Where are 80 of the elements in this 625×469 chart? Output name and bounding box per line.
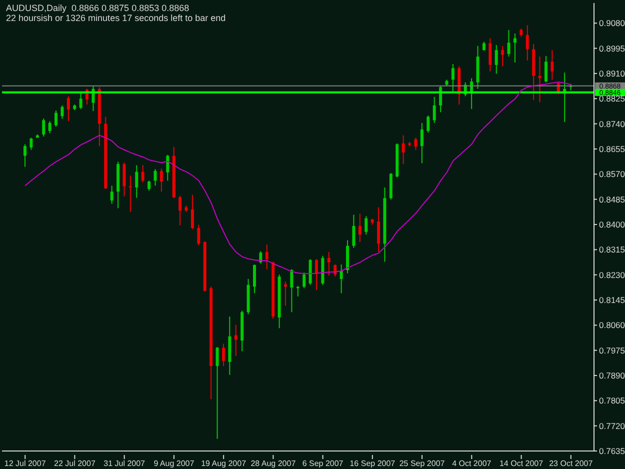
candlestick	[190, 194, 194, 230]
y-tick-label: 0.7975	[599, 345, 625, 356]
candlestick	[135, 164, 138, 198]
x-tick-label: 28 Aug 2007	[250, 459, 296, 468]
candlestick	[216, 346, 219, 440]
y-tick-label: 0.7805	[599, 396, 625, 406]
candlestick	[315, 258, 318, 290]
x-tick-label: 16 Sep 2007	[350, 459, 396, 468]
x-tick-label: 19 Aug 2007	[201, 459, 247, 468]
candlestick	[308, 258, 312, 286]
candlestick	[501, 45, 504, 67]
candlestick	[290, 268, 294, 313]
candlestick	[420, 122, 424, 164]
candlestick	[110, 185, 114, 204]
x-tick-label: 25 Sep 2007	[399, 459, 446, 468]
text: 22 hoursish or 1326 minutes 17 seconds left to bar end	[6, 13, 226, 23]
x-tick-label: 12 Jul 2007	[4, 459, 46, 468]
x-tick-label: 9 Aug 2007	[154, 459, 195, 468]
candlestick	[451, 63, 454, 93]
y-tick-label: 0.8655	[599, 144, 625, 154]
candlestick	[526, 24, 529, 61]
candlestick	[426, 115, 430, 134]
candlestick	[79, 92, 82, 110]
candlestick	[222, 343, 225, 367]
y-tick-label: 0.8230	[599, 270, 625, 280]
candlestick	[60, 104, 64, 120]
x-tick-label: 6 Sep 2007	[302, 459, 344, 468]
candlestick	[54, 110, 58, 128]
candlestick	[178, 195, 182, 226]
candlestick	[414, 137, 418, 150]
x-tick-label: 22 Jul 2007	[54, 459, 96, 468]
y-tick-label: 0.8995	[599, 43, 625, 54]
x-tick-label: 31 Jul 2007	[104, 459, 146, 468]
x-tick-label: 14 Oct 2007	[499, 459, 544, 468]
chart-title: AUDUSD,Daily 0.8866 0.8875 0.8853 0.8868	[6, 3, 190, 13]
candlestick	[160, 168, 163, 192]
candlestick	[48, 120, 52, 134]
candlestick	[66, 96, 70, 122]
candlestick	[141, 164, 144, 183]
y-tick-label: 0.8145	[599, 295, 625, 306]
candlestick	[402, 134, 405, 165]
candlestick	[432, 96, 436, 124]
candlestick	[166, 154, 170, 182]
y-tick-label: 0.8570	[599, 169, 625, 180]
candlestick	[24, 144, 26, 168]
candlestick	[358, 213, 362, 242]
candlestick	[377, 206, 380, 253]
candlestick	[42, 118, 46, 138]
x-tick-label: 23 Oct 2007	[549, 459, 594, 468]
y-tick-label: 0.8060	[599, 320, 625, 330]
candlestick	[265, 244, 268, 270]
candlestick	[302, 272, 306, 289]
candlestick	[513, 33, 516, 64]
y-tick-label: 0.8400	[599, 220, 625, 230]
candlestick	[259, 250, 262, 264]
candlestick	[122, 162, 126, 197]
candlestick	[234, 324, 238, 356]
candlestick	[148, 180, 151, 192]
y-tick-label: 0.7890	[599, 370, 625, 381]
candlestick	[544, 56, 548, 83]
candlestick	[364, 216, 368, 236]
candlestick	[197, 224, 200, 246]
candlestick	[507, 29, 510, 58]
y-tick-label: 0.7635	[599, 446, 625, 456]
y-tick-label: 0.9080	[599, 18, 625, 28]
candlestick	[340, 264, 343, 294]
y-tick-label: 0.7720	[599, 420, 625, 431]
candlestick	[327, 252, 330, 276]
candlestick	[488, 38, 492, 72]
y-tick-label: 0.8910	[599, 68, 625, 78]
candlestick	[550, 50, 554, 80]
candlestick	[154, 168, 157, 186]
x-tick-label: 4 Oct 2007	[452, 459, 492, 468]
y-tick-label: 0.8315	[599, 244, 625, 255]
candlestick	[352, 214, 356, 248]
y-tick-label: 0.8485	[599, 194, 625, 204]
candlestick	[30, 137, 33, 150]
candlestick	[252, 264, 256, 294]
y-tick-label: 0.8740	[599, 118, 625, 129]
candlestick	[494, 44, 498, 74]
